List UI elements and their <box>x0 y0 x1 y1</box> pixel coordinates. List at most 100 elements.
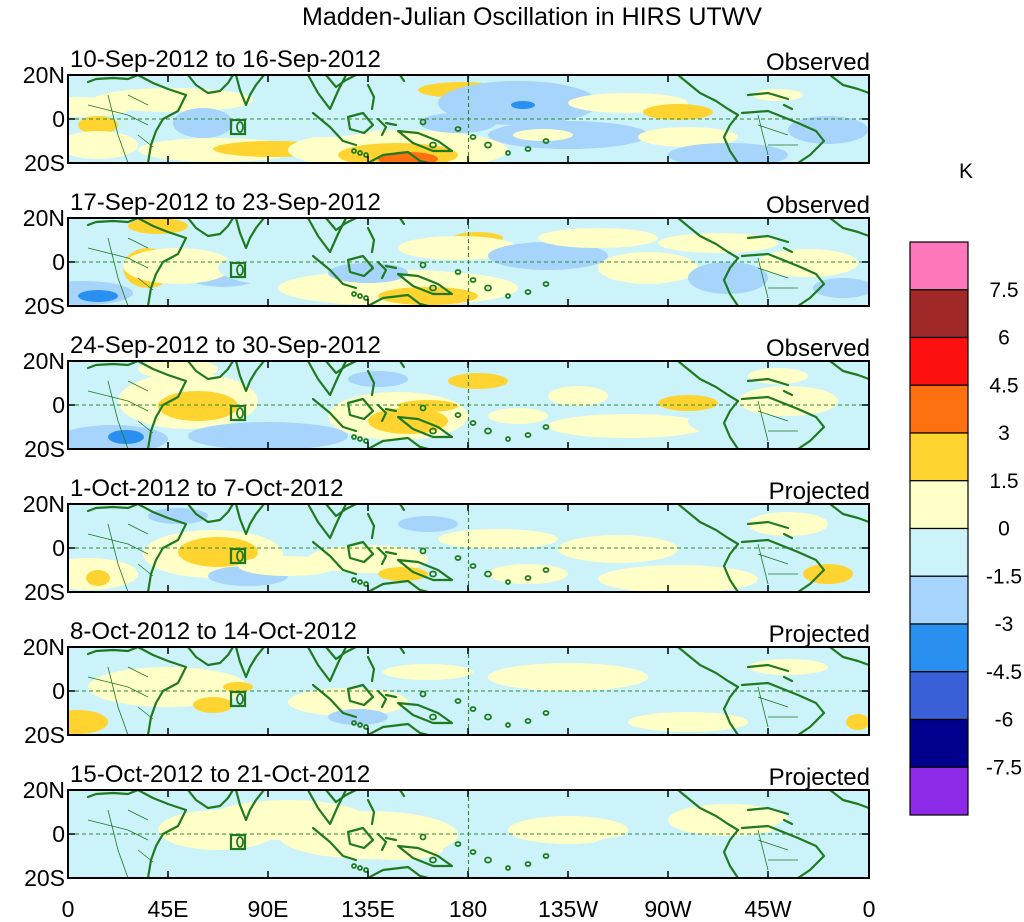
coastline <box>86 361 188 449</box>
island <box>505 579 511 585</box>
coastline <box>396 844 454 868</box>
longitude-label: 0 <box>62 896 75 922</box>
anomaly-contour <box>378 567 428 581</box>
coastline <box>746 663 794 683</box>
longitude-label: 45W <box>744 896 792 922</box>
island <box>429 284 437 292</box>
island <box>429 427 437 435</box>
latitude-label: 0 <box>52 821 65 847</box>
coastline <box>86 504 188 592</box>
forecast-status: Observed <box>766 192 870 219</box>
island <box>357 436 363 442</box>
longitude-label: 90W <box>644 896 692 922</box>
colorbar-swatch <box>909 718 969 768</box>
country-border <box>87 666 154 735</box>
coastline <box>366 150 430 163</box>
country-border <box>87 523 154 592</box>
anomaly-contour <box>748 659 828 675</box>
island <box>484 141 492 149</box>
latitude-label: 20N <box>23 62 65 88</box>
island <box>236 550 244 562</box>
coastline <box>740 824 826 878</box>
coastline <box>186 361 235 381</box>
map-field <box>68 790 869 878</box>
island <box>469 134 477 140</box>
coastline <box>366 865 430 878</box>
anomaly-contour <box>123 248 233 284</box>
coastline <box>376 260 398 280</box>
anomaly-contour <box>128 218 188 234</box>
island <box>454 126 462 132</box>
anomaly-contour <box>846 714 869 730</box>
island <box>484 284 492 292</box>
latitude-label: 20S <box>24 436 65 462</box>
island <box>505 436 511 442</box>
island <box>469 563 477 569</box>
coastline <box>376 403 398 423</box>
anomaly-contour <box>88 667 248 707</box>
latitude-label: 20S <box>24 293 65 319</box>
island <box>357 865 363 871</box>
coastline <box>234 75 266 107</box>
coastline <box>740 681 826 735</box>
island <box>484 856 492 864</box>
latitude-label: 20N <box>23 634 65 660</box>
latitude-label: 0 <box>52 249 65 275</box>
latitude-label: 20N <box>23 777 65 803</box>
date-range: 1-Oct-2012 to 7-Oct-2012 <box>70 475 343 502</box>
anomaly-contour <box>788 116 868 144</box>
coastline <box>311 111 358 147</box>
index-box <box>229 261 247 279</box>
coastline <box>234 647 266 679</box>
colorbar-label: 3 <box>998 422 1010 445</box>
coastline <box>722 828 740 878</box>
coastline <box>722 113 740 163</box>
map-panels: 10-Sep-2012 to 16-Sep-2012 Observed 20N 0 20… <box>23 46 870 891</box>
coastline <box>324 218 358 232</box>
coastline <box>311 683 358 719</box>
country-border <box>87 380 154 449</box>
coastline <box>346 397 375 421</box>
island <box>357 150 363 156</box>
island <box>524 575 532 581</box>
coastline <box>746 377 794 397</box>
colorbar-swatch <box>909 241 969 291</box>
coastline <box>306 504 348 540</box>
island <box>524 718 532 724</box>
map-panel: 8-Oct-2012 to 14-Oct-2012 Projected 20N 0 20… <box>23 618 870 748</box>
coastline <box>376 689 398 709</box>
island <box>542 710 550 716</box>
map-panel: 24-Sep-2012 to 30-Sep-2012 Observed 20N 0 20… <box>23 332 870 462</box>
coastline <box>306 647 348 683</box>
anomaly-contour <box>68 710 108 734</box>
coastline <box>86 75 188 163</box>
island <box>236 693 244 705</box>
anomaly-contour <box>548 386 608 406</box>
coastline <box>346 826 375 850</box>
colorbar-swatch <box>909 766 969 816</box>
coastline <box>828 361 869 381</box>
coastline <box>396 129 454 153</box>
latitude-label: 0 <box>52 106 65 132</box>
island <box>363 295 369 301</box>
latitude-label: 20S <box>24 150 65 176</box>
island <box>542 424 550 430</box>
coastline <box>722 685 740 735</box>
anomaly-contour <box>803 564 853 584</box>
anomaly-contour <box>738 386 838 416</box>
coastline <box>396 558 454 582</box>
index-box <box>229 833 247 851</box>
anomaly-contour <box>813 278 869 298</box>
colorbar-label: -1.5 <box>986 565 1022 588</box>
coastline <box>86 218 188 306</box>
coastline <box>746 806 794 826</box>
coastline <box>828 504 869 524</box>
island <box>419 833 427 841</box>
anomaly-contour <box>748 512 828 536</box>
island <box>357 579 363 585</box>
island <box>505 150 511 156</box>
coastline <box>306 218 348 254</box>
anomaly-contour <box>78 290 118 302</box>
colorbar-swatch <box>909 432 969 482</box>
island <box>469 420 477 426</box>
